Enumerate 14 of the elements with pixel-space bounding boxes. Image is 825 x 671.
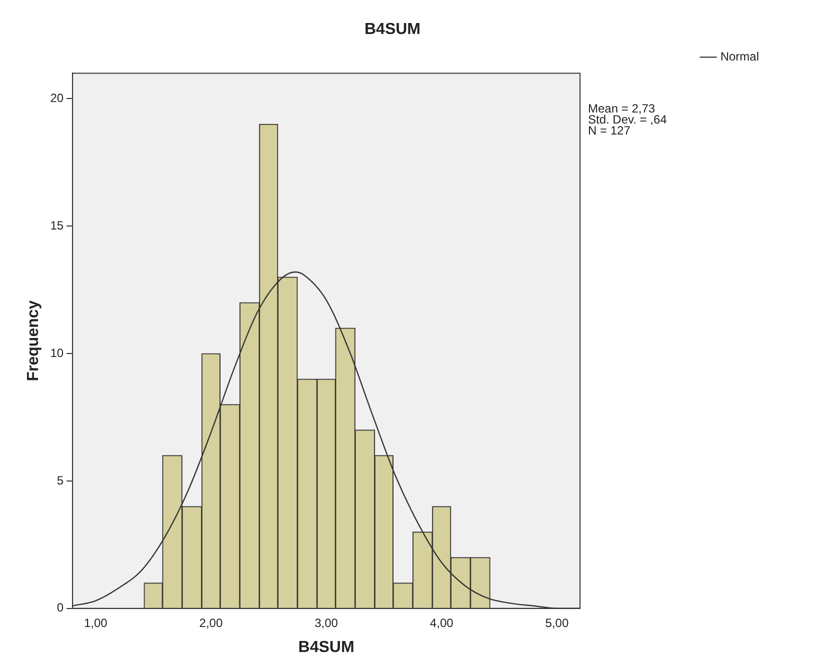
x-tick-label: 4,00	[430, 616, 454, 630]
y-tick-label: 5	[56, 473, 64, 488]
y-tick-label: 20	[50, 91, 64, 105]
y-axis-title: Frequency	[25, 300, 42, 382]
y-tick-label: 10	[50, 346, 64, 360]
x-tick-label: 5,00	[545, 616, 569, 630]
chart-title: B4SUM	[364, 21, 421, 38]
x-tick-label: 1,00	[84, 616, 108, 630]
x-tick-label: 2,00	[199, 616, 223, 630]
y-tick-label: 15	[50, 218, 64, 232]
x-tick-label: 3,00	[314, 616, 338, 630]
legend-label: Normal	[720, 50, 759, 64]
x-axis-title: B4SUM	[298, 638, 354, 656]
y-tick-label: 0	[56, 600, 64, 615]
